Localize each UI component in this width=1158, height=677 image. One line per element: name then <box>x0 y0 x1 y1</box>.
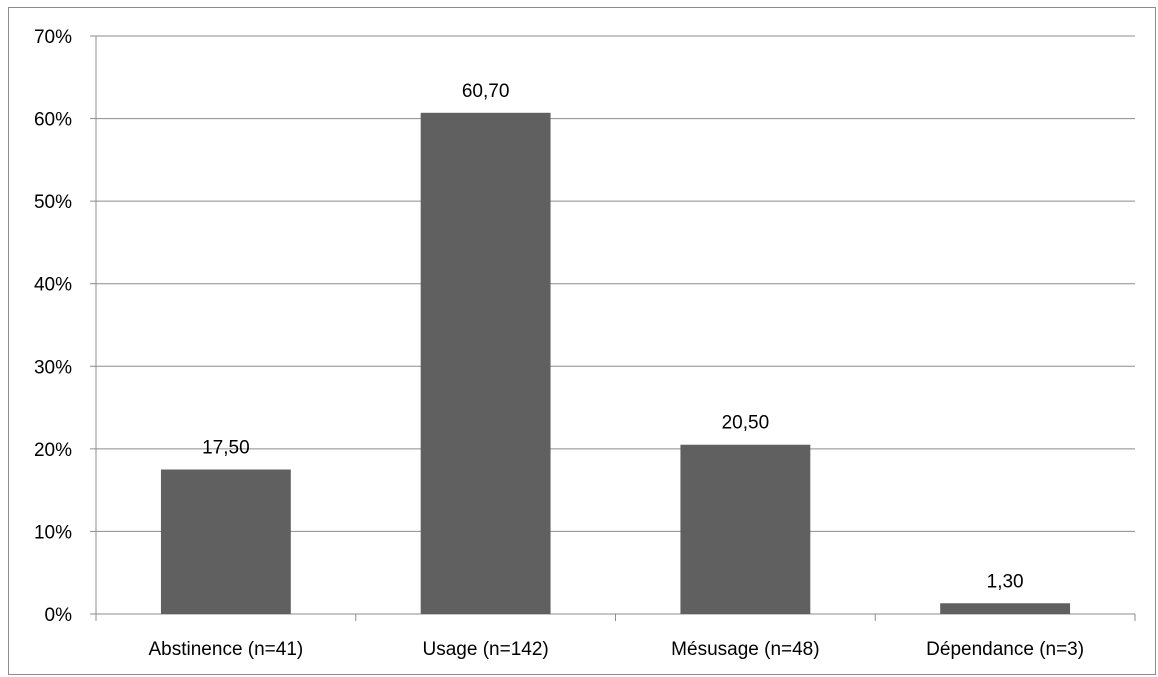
labels: 0% 10% 20% 30% 40% 50% 60% 70% 17,50 Abstinence (… <box>34 27 1084 660</box>
y-tick-label: 70% <box>34 27 72 48</box>
data-label: 1,30 <box>987 571 1024 592</box>
x-tick-label: Usage (n=142) <box>423 639 549 660</box>
x-tick-label: Abstinence (n=41) <box>149 639 304 660</box>
y-tick-label: 0% <box>45 605 73 626</box>
x-tick-label: Dépendance (n=3) <box>926 639 1084 660</box>
y-tick-label: 40% <box>34 275 72 296</box>
x-tick-label: Mésusage (n=48) <box>671 639 819 660</box>
y-tick-label: 10% <box>34 522 72 543</box>
data-label: 60,70 <box>462 81 510 102</box>
y-tick-label: 50% <box>34 192 72 213</box>
y-tick-label: 60% <box>34 110 72 131</box>
data-label: 17,50 <box>202 438 250 459</box>
data-label: 20,50 <box>722 413 770 434</box>
bar <box>680 444 811 614</box>
bar <box>420 112 551 614</box>
bar <box>940 603 1071 614</box>
y-tick-label: 30% <box>34 357 72 378</box>
bar <box>160 469 291 614</box>
y-tick-label: 20% <box>34 440 72 461</box>
bars <box>160 112 1071 614</box>
